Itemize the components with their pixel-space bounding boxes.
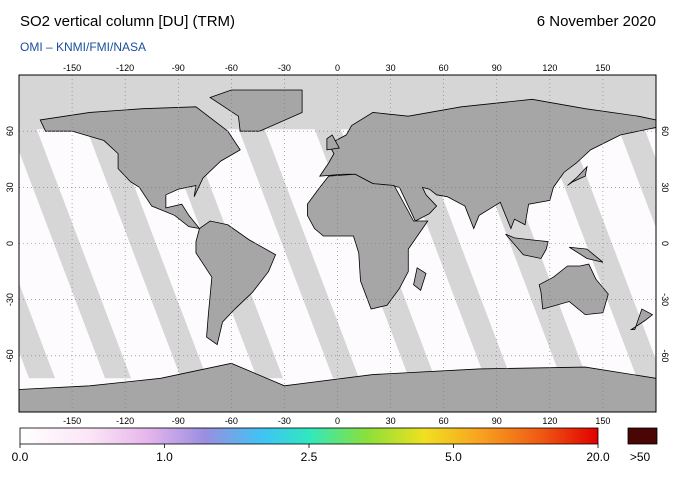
credit: OMI – KNMI/FMI/NASA bbox=[20, 40, 146, 54]
land bbox=[326, 134, 340, 151]
lat-tick-label-left: -60 bbox=[5, 349, 15, 362]
swath-gap bbox=[238, 127, 359, 379]
lon-tick-label-bottom: 90 bbox=[492, 416, 502, 426]
lat-tick-label-right: 30 bbox=[660, 182, 670, 192]
lon-tick-label-top: 0 bbox=[335, 63, 340, 73]
lon-tick-label-top: -30 bbox=[278, 63, 291, 73]
lon-tick-label-top: 150 bbox=[595, 63, 610, 73]
lon-tick-label-top: 30 bbox=[386, 63, 396, 73]
lat-tick-label-right: -60 bbox=[660, 349, 670, 362]
lon-tick-label-top: 120 bbox=[542, 63, 557, 73]
lon-tick-label-top: -120 bbox=[116, 63, 134, 73]
lon-tick-label-top: 90 bbox=[492, 63, 502, 73]
colorbar-label: 20.0 bbox=[586, 450, 610, 464]
lat-tick-label-right: 0 bbox=[660, 241, 670, 246]
swath-gap bbox=[19, 127, 131, 379]
colorbar bbox=[19, 427, 599, 445]
colorbar-label: 0.0 bbox=[12, 450, 29, 464]
lat-tick-label-left: 60 bbox=[5, 126, 15, 136]
swath-gap bbox=[542, 127, 656, 379]
lon-tick-label-bottom: 60 bbox=[439, 416, 449, 426]
title: SO2 vertical column [DU] (TRM) bbox=[20, 13, 235, 30]
land bbox=[629, 308, 654, 331]
land bbox=[505, 233, 549, 259]
swath-gap bbox=[19, 283, 55, 379]
swath-gap bbox=[86, 127, 207, 379]
lon-tick-label-bottom: 30 bbox=[386, 416, 396, 426]
land bbox=[39, 106, 241, 230]
lon-tick-label-top: 60 bbox=[439, 63, 449, 73]
date: 6 November 2020 bbox=[537, 13, 656, 30]
lon-tick-label-bottom: -60 bbox=[225, 416, 238, 426]
swath-gap bbox=[618, 127, 656, 228]
lon-tick-label-bottom: -150 bbox=[63, 416, 81, 426]
lon-tick-label-bottom: -90 bbox=[172, 416, 185, 426]
lon-tick-label-top: -90 bbox=[172, 63, 185, 73]
lon-tick-label-bottom: 0 bbox=[335, 416, 340, 426]
land bbox=[538, 263, 609, 316]
lat-tick-label-left: 30 bbox=[5, 182, 15, 192]
colorbar-label: 5.0 bbox=[445, 450, 462, 464]
lon-tick-label-bottom: -120 bbox=[116, 416, 134, 426]
lon-tick-label-bottom: 150 bbox=[595, 416, 610, 426]
land bbox=[569, 246, 604, 263]
lat-tick-label-left: -30 bbox=[5, 293, 15, 306]
lon-tick-label-top: -150 bbox=[63, 63, 81, 73]
lon-tick-label-top: -60 bbox=[225, 63, 238, 73]
colorbar-label: 2.5 bbox=[301, 450, 318, 464]
land bbox=[413, 267, 427, 291]
lon-tick-label-bottom: 120 bbox=[542, 416, 557, 426]
lat-tick-label-right: 60 bbox=[660, 126, 670, 136]
land bbox=[195, 220, 277, 346]
lon-tick-label-bottom: -30 bbox=[278, 416, 291, 426]
lat-tick-label-left: 0 bbox=[5, 241, 15, 246]
colorbar-overflow bbox=[627, 427, 658, 445]
colorbar-overflow-label: >50 bbox=[630, 450, 651, 464]
land bbox=[567, 165, 588, 186]
map-layer bbox=[19, 75, 656, 412]
land bbox=[209, 89, 303, 132]
map-frame bbox=[18, 74, 657, 413]
lat-tick-label-right: -30 bbox=[660, 293, 670, 306]
colorbar-label: 1.0 bbox=[156, 450, 173, 464]
